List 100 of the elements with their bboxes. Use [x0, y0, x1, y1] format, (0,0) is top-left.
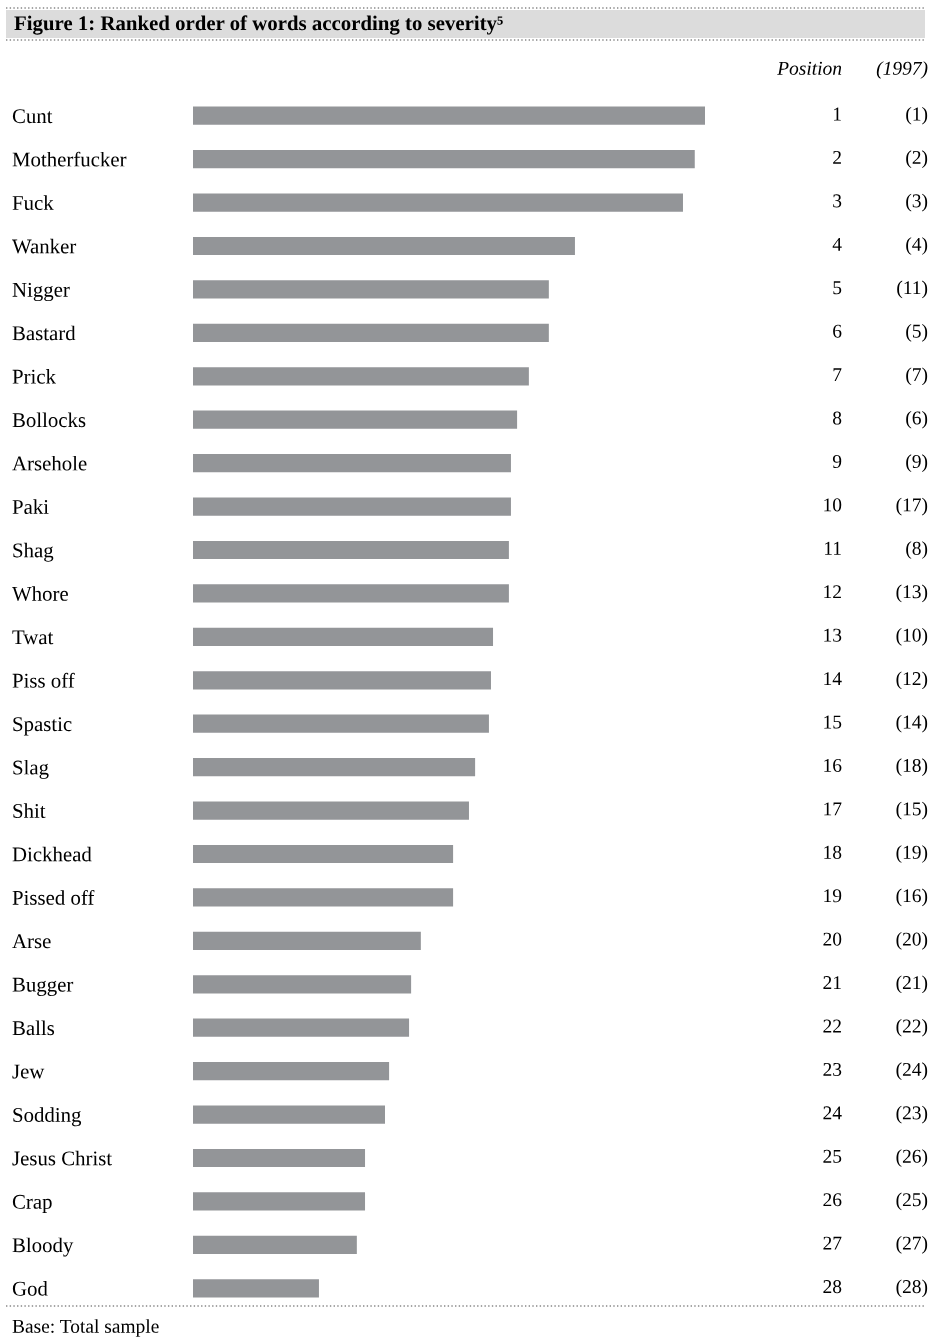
bar	[193, 410, 518, 429]
text: (11)	[897, 280, 928, 299]
text: (17)	[896, 497, 928, 516]
bar	[193, 1105, 385, 1124]
y-tick-label: Bugger	[12, 977, 74, 996]
text: 5	[833, 281, 842, 295]
bar	[193, 1148, 366, 1168]
bar	[193, 236, 575, 256]
y-tick-label: Cunt	[12, 109, 53, 124]
text: (9)	[906, 454, 928, 472]
bar	[193, 627, 494, 646]
text: (3)	[906, 193, 928, 212]
y-tick-label: Jew	[12, 1064, 45, 1079]
y-tick-label: Pissed off	[12, 889, 95, 905]
text: (12)	[896, 671, 928, 690]
y-tick-label: Prick	[12, 369, 56, 384]
text: (14)	[896, 714, 928, 733]
text: (1997)	[876, 61, 928, 79]
y-tick-label: Nigger	[12, 282, 70, 302]
y-tick-label: Bloody	[12, 1237, 74, 1257]
bar	[193, 367, 529, 386]
y-tick-label: Paki	[12, 499, 49, 514]
bar	[193, 844, 454, 864]
text: (2)	[906, 150, 928, 168]
y-tick-label: Shit	[13, 803, 46, 818]
bar	[193, 931, 421, 950]
text: 28	[823, 1280, 842, 1294]
text: 15	[824, 715, 842, 729]
text: (23)	[896, 1105, 928, 1124]
text: 11	[825, 541, 841, 555]
bar	[193, 280, 549, 299]
text: 4	[832, 237, 842, 251]
bar	[193, 584, 509, 603]
y-tick-label: God	[12, 1281, 48, 1296]
bar	[193, 975, 412, 994]
y-tick-label: Balls	[12, 1020, 55, 1036]
text: 6	[833, 324, 842, 338]
text: 26	[823, 1193, 842, 1207]
y-tick-label: Arsehole	[12, 455, 87, 471]
bar	[193, 671, 491, 690]
bar	[193, 323, 549, 342]
y-tick-label: Fuck	[12, 195, 54, 210]
text: (28)	[896, 1279, 928, 1298]
text: 17	[824, 802, 842, 816]
text: (24)	[896, 1062, 928, 1080]
text: 12	[824, 585, 841, 599]
y-tick-label: Crap	[12, 1194, 52, 1214]
bar	[193, 758, 476, 777]
text: 10	[824, 498, 842, 512]
chart-title: Figure 1: Ranked order of words according to severity⁵	[14, 15, 503, 35]
text: 9	[832, 454, 842, 469]
text: 20	[823, 932, 842, 946]
text: 23	[823, 1062, 842, 1077]
bar	[193, 454, 511, 473]
text: 7	[833, 368, 842, 381]
text: 24	[823, 1106, 842, 1120]
bar	[193, 106, 705, 125]
text: Position	[777, 61, 842, 75]
y-tick-label: Bastard	[12, 325, 76, 341]
text: (20)	[896, 932, 928, 950]
y-tick-label: Arse	[12, 934, 51, 949]
text: 8	[833, 411, 842, 425]
text: (4)	[906, 237, 928, 255]
text: Base: Total sample	[12, 1319, 159, 1337]
text: (19)	[896, 845, 928, 863]
text: 21	[823, 976, 841, 989]
y-tick-label: Spastic	[13, 717, 72, 736]
text: (26)	[896, 1149, 928, 1167]
y-tick-label: Shag	[13, 542, 54, 562]
text: (13)	[896, 584, 928, 603]
text: (16)	[896, 888, 928, 907]
y-tick-label: Motherfucker	[12, 151, 127, 167]
text: (10)	[896, 628, 928, 646]
bar	[193, 1062, 390, 1081]
bar	[193, 888, 454, 907]
text: 19	[824, 889, 842, 903]
text: (7)	[906, 367, 928, 386]
bar	[193, 193, 683, 212]
text: 14	[824, 672, 842, 685]
bar	[193, 1192, 366, 1211]
text: 18	[824, 845, 842, 859]
bar	[193, 540, 509, 560]
text: (1)	[906, 106, 928, 125]
text: (15)	[896, 801, 928, 820]
text: 27	[823, 1236, 842, 1250]
bar	[193, 150, 695, 169]
bar	[193, 1279, 319, 1298]
bar	[193, 1235, 357, 1254]
text: (6)	[906, 410, 928, 429]
text: (21)	[896, 975, 928, 994]
text: (18)	[896, 758, 928, 776]
y-tick-label: Dickhead	[12, 846, 92, 862]
y-tick-label: Slag	[13, 759, 49, 779]
text: 3	[833, 194, 842, 208]
bar	[193, 714, 489, 733]
y-tick-label: Bollocks	[12, 412, 86, 428]
y-tick-label: Sodding	[13, 1107, 82, 1127]
bar	[193, 497, 511, 516]
bar	[193, 1018, 410, 1037]
text: 1	[833, 107, 841, 121]
